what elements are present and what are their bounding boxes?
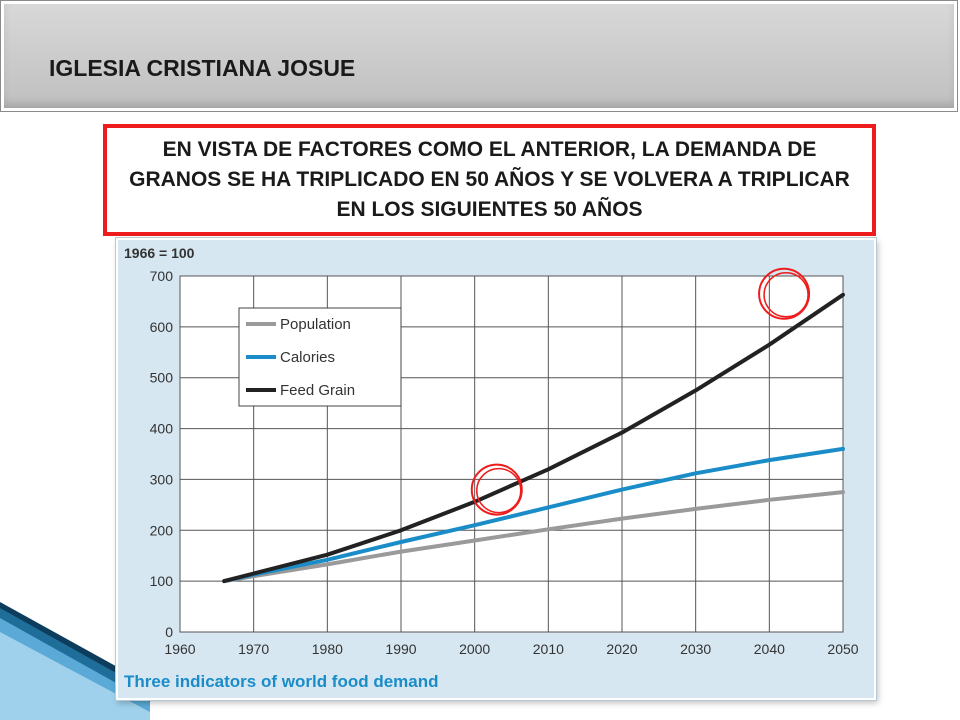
x-tick-label: 1970 bbox=[238, 641, 269, 657]
x-axis-ticks: 1960 1970 1980 1990 2000 2010 2020 2030 2040 2050 bbox=[164, 641, 858, 657]
y-tick-label: 500 bbox=[150, 370, 174, 386]
highlight-circle-inner bbox=[763, 272, 809, 318]
x-tick-label: 1980 bbox=[312, 641, 343, 657]
y-tick-label: 0 bbox=[165, 624, 173, 640]
chart-annotations bbox=[470, 267, 811, 516]
chart-caption: Three indicators of world food demand bbox=[124, 672, 439, 691]
highlight-circle bbox=[758, 267, 811, 320]
series-line-calories bbox=[222, 446, 845, 584]
highlight-circle bbox=[470, 463, 523, 516]
chart-panel: 1966 = 100 0 100 200 300 400 500 600 700 1960 19… bbox=[116, 238, 876, 700]
y-tick-label: 200 bbox=[150, 522, 174, 538]
y-tick-label: 700 bbox=[150, 268, 174, 284]
chart-series bbox=[222, 292, 845, 584]
header-title: IGLESIA CRISTIANA JOSUE bbox=[49, 55, 356, 81]
x-tick-label: 1960 bbox=[164, 641, 195, 657]
x-tick-label: 2020 bbox=[606, 641, 637, 657]
y-tick-label: 300 bbox=[150, 471, 174, 487]
series-line-feed-grain bbox=[222, 292, 845, 584]
highlight-circle-inner bbox=[476, 467, 522, 514]
legend-label: Calories bbox=[280, 349, 335, 366]
legend-label: Feed Grain bbox=[280, 382, 355, 399]
x-tick-label: 2030 bbox=[680, 641, 711, 657]
y-tick-label: 100 bbox=[150, 573, 174, 589]
callout-text: EN VISTA DE FACTORES COMO EL ANTERIOR, L… bbox=[129, 138, 850, 221]
y-tick-label: 400 bbox=[150, 421, 174, 437]
y-axis-ticks: 0 100 200 300 400 500 600 700 bbox=[150, 268, 174, 640]
x-tick-label: 2040 bbox=[754, 641, 785, 657]
x-tick-label: 2010 bbox=[533, 641, 564, 657]
x-tick-label: 2050 bbox=[827, 641, 858, 657]
legend-label: Population bbox=[280, 316, 351, 333]
chart-legend: Population Calories Feed Grain bbox=[238, 307, 402, 407]
decorative-swoosh bbox=[0, 602, 150, 720]
series-line-population bbox=[222, 490, 845, 584]
callout-box: EN VISTA DE FACTORES COMO EL ANTERIOR, L… bbox=[103, 124, 876, 236]
x-tick-label: 2000 bbox=[459, 641, 490, 657]
chart-index-label: 1966 = 100 bbox=[124, 245, 195, 261]
header-bar: IGLESIA CRISTIANA JOSUE bbox=[0, 0, 958, 112]
y-tick-label: 600 bbox=[150, 319, 174, 335]
x-tick-label: 1990 bbox=[385, 641, 416, 657]
